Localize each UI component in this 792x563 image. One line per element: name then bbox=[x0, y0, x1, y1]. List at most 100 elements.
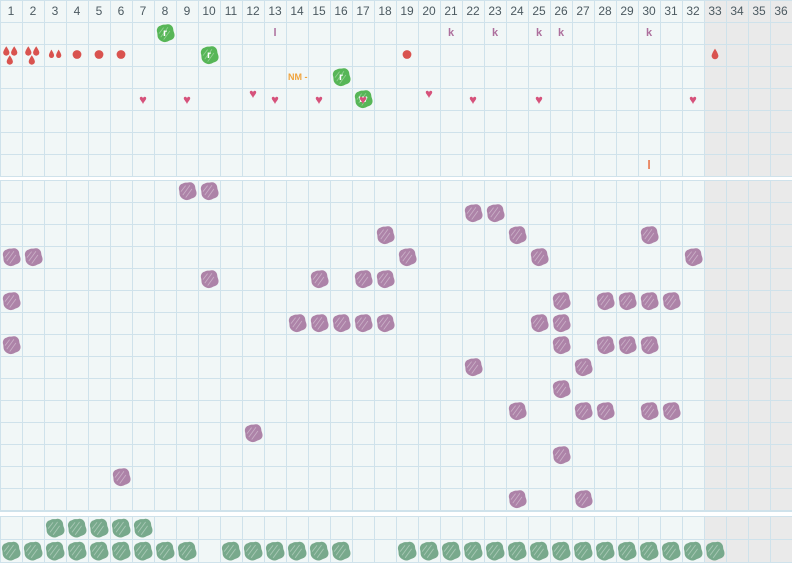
green-blob-stamp[interactable] bbox=[396, 540, 418, 562]
day-header-34[interactable]: 34 bbox=[726, 0, 748, 22]
purple-blob-stamp[interactable] bbox=[506, 488, 528, 510]
purple-blob-stamp[interactable] bbox=[572, 488, 594, 510]
day-header-20[interactable]: 20 bbox=[418, 0, 440, 22]
day-header-30[interactable]: 30 bbox=[638, 0, 660, 22]
purple-blob-stamp[interactable] bbox=[330, 312, 352, 334]
flow-heavy-stamp[interactable] bbox=[0, 44, 22, 66]
green-blob-stamp[interactable] bbox=[308, 540, 330, 562]
purple-blob-stamp[interactable] bbox=[682, 246, 704, 268]
purple-blob-stamp[interactable] bbox=[638, 224, 660, 246]
green-blob-stamp[interactable] bbox=[66, 540, 88, 562]
green-letter-stamp[interactable]: r bbox=[154, 22, 176, 44]
purple-blob-stamp[interactable] bbox=[550, 444, 572, 466]
heart-stamp[interactable]: ♥ bbox=[176, 88, 198, 110]
green-blob-stamp[interactable] bbox=[418, 540, 440, 562]
purple-blob-stamp[interactable] bbox=[198, 268, 220, 290]
purple-blob-stamp[interactable] bbox=[352, 268, 374, 290]
orange-letter-mark[interactable]: l bbox=[638, 154, 660, 176]
day-header-17[interactable]: 17 bbox=[352, 0, 374, 22]
green-blob-stamp[interactable] bbox=[88, 540, 110, 562]
green-blob-stamp[interactable] bbox=[594, 540, 616, 562]
day-header-7[interactable]: 7 bbox=[132, 0, 154, 22]
green-blob-stamp[interactable] bbox=[176, 540, 198, 562]
day-header-12[interactable]: 12 bbox=[242, 0, 264, 22]
green-blob-stamp[interactable] bbox=[572, 540, 594, 562]
flow-dot-stamp[interactable] bbox=[88, 44, 110, 66]
purple-blob-stamp[interactable] bbox=[528, 246, 550, 268]
heart-stamp[interactable]: ♥ bbox=[132, 88, 154, 110]
green-blob-stamp[interactable] bbox=[264, 540, 286, 562]
purple-blob-stamp[interactable] bbox=[396, 246, 418, 268]
day-header-26[interactable]: 26 bbox=[550, 0, 572, 22]
letter-mark[interactable]: l bbox=[264, 22, 286, 44]
green-blob-stamp[interactable] bbox=[242, 540, 264, 562]
purple-blob-stamp[interactable] bbox=[506, 224, 528, 246]
day-header-13[interactable]: 13 bbox=[264, 0, 286, 22]
purple-blob-stamp[interactable] bbox=[176, 180, 198, 202]
purple-blob-stamp[interactable] bbox=[462, 202, 484, 224]
heart-stamp[interactable]: ♥ bbox=[418, 82, 440, 104]
purple-blob-stamp[interactable] bbox=[550, 312, 572, 334]
flow-dot-stamp[interactable] bbox=[396, 44, 418, 66]
letter-mark[interactable]: k bbox=[440, 22, 462, 44]
green-blob-stamp[interactable] bbox=[154, 540, 176, 562]
purple-blob-stamp[interactable] bbox=[572, 356, 594, 378]
purple-blob-stamp[interactable] bbox=[528, 312, 550, 334]
day-header-18[interactable]: 18 bbox=[374, 0, 396, 22]
purple-blob-stamp[interactable] bbox=[616, 334, 638, 356]
green-blob-stamp[interactable] bbox=[704, 540, 726, 562]
purple-blob-stamp[interactable] bbox=[352, 312, 374, 334]
green-blob-stamp[interactable] bbox=[660, 540, 682, 562]
green-blob-stamp[interactable] bbox=[638, 540, 660, 562]
green-blob-stamp[interactable] bbox=[44, 517, 66, 539]
day-header-5[interactable]: 5 bbox=[88, 0, 110, 22]
heart-stamp[interactable]: ♥ bbox=[462, 88, 484, 110]
purple-blob-stamp[interactable] bbox=[550, 334, 572, 356]
purple-blob-stamp[interactable] bbox=[660, 290, 682, 312]
purple-blob-stamp[interactable] bbox=[572, 400, 594, 422]
purple-blob-stamp[interactable] bbox=[550, 290, 572, 312]
purple-blob-stamp[interactable] bbox=[0, 246, 22, 268]
purple-blob-stamp[interactable] bbox=[638, 290, 660, 312]
purple-blob-stamp[interactable] bbox=[550, 378, 572, 400]
green-blob-stamp[interactable] bbox=[110, 517, 132, 539]
heart-stamp[interactable]: ♥ bbox=[264, 88, 286, 110]
day-header-27[interactable]: 27 bbox=[572, 0, 594, 22]
day-header-28[interactable]: 28 bbox=[594, 0, 616, 22]
purple-blob-stamp[interactable] bbox=[0, 334, 22, 356]
heart-stamp[interactable]: ♥ bbox=[352, 88, 374, 110]
green-blob-stamp[interactable] bbox=[462, 540, 484, 562]
green-blob-stamp[interactable] bbox=[44, 540, 66, 562]
flow-medium-stamp[interactable] bbox=[44, 44, 66, 66]
day-header-9[interactable]: 9 bbox=[176, 0, 198, 22]
day-header-11[interactable]: 11 bbox=[220, 0, 242, 22]
day-header-23[interactable]: 23 bbox=[484, 0, 506, 22]
day-header-4[interactable]: 4 bbox=[66, 0, 88, 22]
purple-blob-stamp[interactable] bbox=[110, 466, 132, 488]
purple-blob-stamp[interactable] bbox=[198, 180, 220, 202]
day-header-14[interactable]: 14 bbox=[286, 0, 308, 22]
heart-stamp[interactable]: ♥ bbox=[242, 82, 264, 104]
purple-blob-stamp[interactable] bbox=[660, 400, 682, 422]
letter-mark[interactable]: k bbox=[638, 22, 660, 44]
green-letter-stamp[interactable]: r bbox=[198, 44, 220, 66]
green-blob-stamp[interactable] bbox=[220, 540, 242, 562]
green-blob-stamp[interactable] bbox=[110, 540, 132, 562]
day-header-22[interactable]: 22 bbox=[462, 0, 484, 22]
day-header-32[interactable]: 32 bbox=[682, 0, 704, 22]
green-blob-stamp[interactable] bbox=[286, 540, 308, 562]
purple-blob-stamp[interactable] bbox=[638, 334, 660, 356]
green-blob-stamp[interactable] bbox=[550, 540, 572, 562]
letter-mark[interactable]: k bbox=[484, 22, 506, 44]
day-header-24[interactable]: 24 bbox=[506, 0, 528, 22]
purple-blob-stamp[interactable] bbox=[594, 400, 616, 422]
green-blob-stamp[interactable] bbox=[616, 540, 638, 562]
green-blob-stamp[interactable] bbox=[132, 540, 154, 562]
purple-blob-stamp[interactable] bbox=[374, 312, 396, 334]
green-blob-stamp[interactable] bbox=[682, 540, 704, 562]
flow-heavy-stamp[interactable] bbox=[22, 44, 44, 66]
day-header-3[interactable]: 3 bbox=[44, 0, 66, 22]
day-header-15[interactable]: 15 bbox=[308, 0, 330, 22]
day-header-35[interactable]: 35 bbox=[748, 0, 770, 22]
day-header-16[interactable]: 16 bbox=[330, 0, 352, 22]
